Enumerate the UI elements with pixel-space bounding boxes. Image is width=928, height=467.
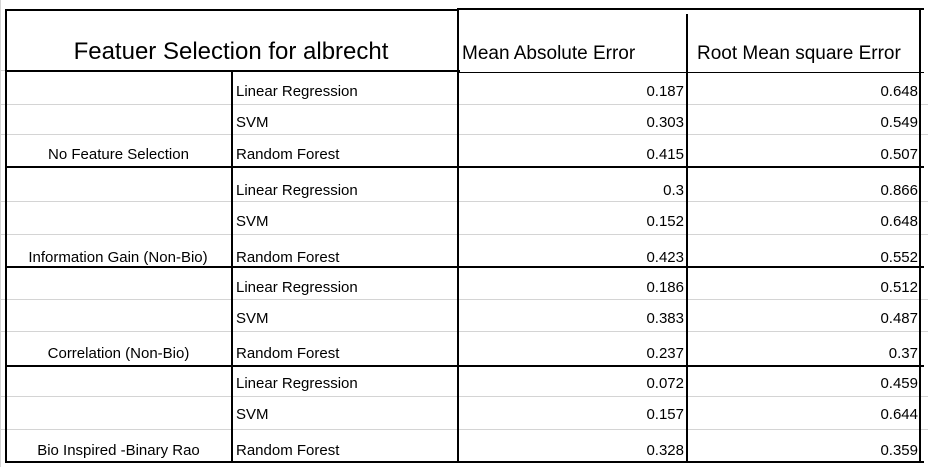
model-cell: Random Forest [236, 249, 340, 266]
mae-cell: 0.415 [646, 146, 684, 163]
model-cell: SVM [236, 213, 269, 230]
model-cell: SVM [236, 310, 269, 327]
column-header-mae: Mean Absolute Error [462, 43, 636, 64]
rmse-cell: 0.487 [880, 310, 918, 327]
mae-cell: 0.186 [646, 279, 684, 296]
rmse-cell: 0.866 [880, 182, 918, 199]
mae-cell: 0.3 [663, 182, 684, 199]
mae-cell: 0.072 [646, 375, 684, 392]
rmse-cell: 0.648 [880, 83, 918, 100]
model-cell: Random Forest [236, 345, 340, 362]
mae-cell: 0.303 [646, 114, 684, 131]
rmse-cell: 0.644 [880, 406, 918, 423]
mae-cell: 0.187 [646, 83, 684, 100]
mae-cell: 0.237 [646, 345, 684, 362]
model-cell: Linear Regression [236, 375, 358, 392]
rmse-cell: 0.552 [880, 249, 918, 266]
table-title: Featuer Selection for albrecht [73, 38, 389, 65]
rmse-cell: 0.359 [880, 442, 918, 459]
model-cell: Linear Regression [236, 279, 358, 296]
model-cell: SVM [236, 114, 269, 131]
model-cell: Linear Regression [236, 83, 358, 100]
group-label: Correlation (Non-Bio) [47, 345, 190, 362]
mae-cell: 0.152 [646, 213, 684, 230]
rmse-cell: 0.648 [880, 213, 918, 230]
model-cell: SVM [236, 406, 269, 423]
model-cell: Linear Regression [236, 182, 358, 199]
group-label: Information Gain (Non-Bio) [28, 249, 208, 266]
model-cell: Random Forest [236, 146, 340, 163]
mae-cell: 0.157 [646, 406, 684, 423]
mae-cell: 0.328 [646, 442, 684, 459]
group-label: No Feature Selection [48, 146, 189, 163]
model-cell: Random Forest [236, 442, 340, 459]
rmse-cell: 0.507 [880, 146, 918, 163]
group-label: Bio Inspired -Binary Rao [37, 442, 200, 459]
column-header-rmse: Root Mean square Error [697, 43, 901, 64]
mae-cell: 0.383 [646, 310, 684, 327]
rmse-cell: 0.549 [880, 114, 918, 131]
mae-cell: 0.423 [646, 249, 684, 266]
rmse-cell: 0.37 [888, 345, 918, 362]
rmse-cell: 0.512 [880, 279, 918, 296]
rmse-cell: 0.459 [880, 375, 918, 392]
